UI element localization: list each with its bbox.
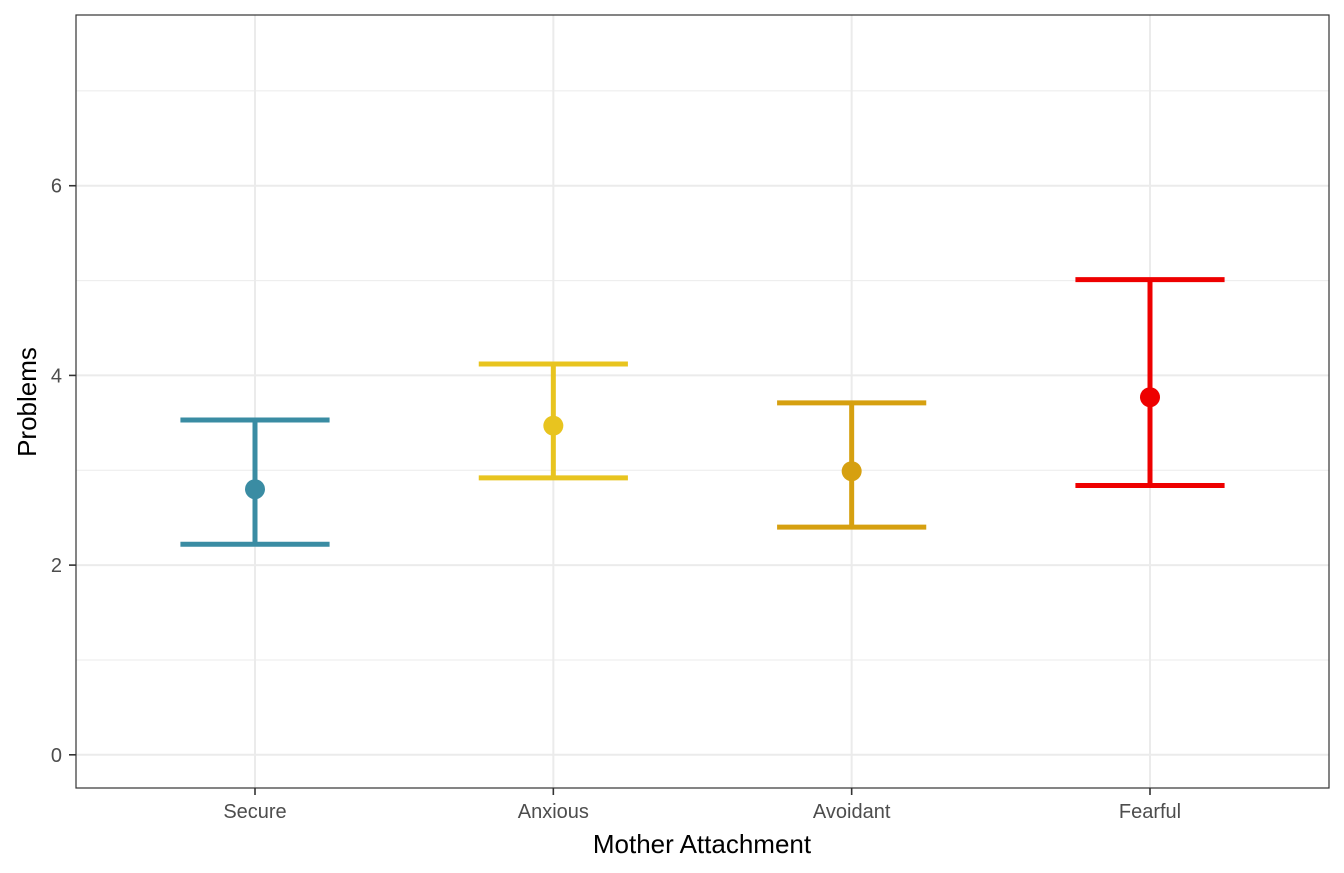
error-bars (180, 277, 1225, 547)
mean-point (841, 461, 862, 482)
mean-point (1140, 387, 1160, 408)
y-tick-label: 4 (51, 365, 62, 387)
y-axis-title: Problems (12, 347, 42, 457)
x-tick-label: Anxious (518, 801, 589, 823)
plot-panel-background (76, 15, 1329, 788)
y-tick-label: 6 (51, 176, 62, 198)
axis-ticks: 0 2 4 6 Secure Anxious Avoidant Fearful (51, 176, 1181, 823)
x-axis-title: Mother Attachment (593, 829, 812, 859)
x-tick-label: Secure (223, 801, 286, 823)
y-tick-label: 0 (51, 745, 62, 767)
mean-point (543, 415, 564, 436)
mean-point (245, 479, 265, 500)
x-tick-label: Avoidant (813, 801, 891, 823)
plot-panel-border (75, 14, 1330, 789)
x-tick-label: Fearful (1119, 801, 1181, 823)
y-tick-label: 2 (51, 555, 62, 577)
